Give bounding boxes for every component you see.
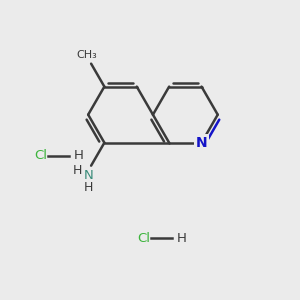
- Text: H: H: [74, 149, 83, 162]
- Text: CH₃: CH₃: [76, 50, 97, 60]
- Text: H: H: [176, 232, 186, 245]
- Text: Cl: Cl: [137, 232, 150, 245]
- Text: N: N: [83, 169, 93, 182]
- Text: H: H: [83, 181, 93, 194]
- Text: N: N: [196, 136, 207, 150]
- Text: H: H: [73, 164, 83, 177]
- Text: Cl: Cl: [34, 149, 47, 162]
